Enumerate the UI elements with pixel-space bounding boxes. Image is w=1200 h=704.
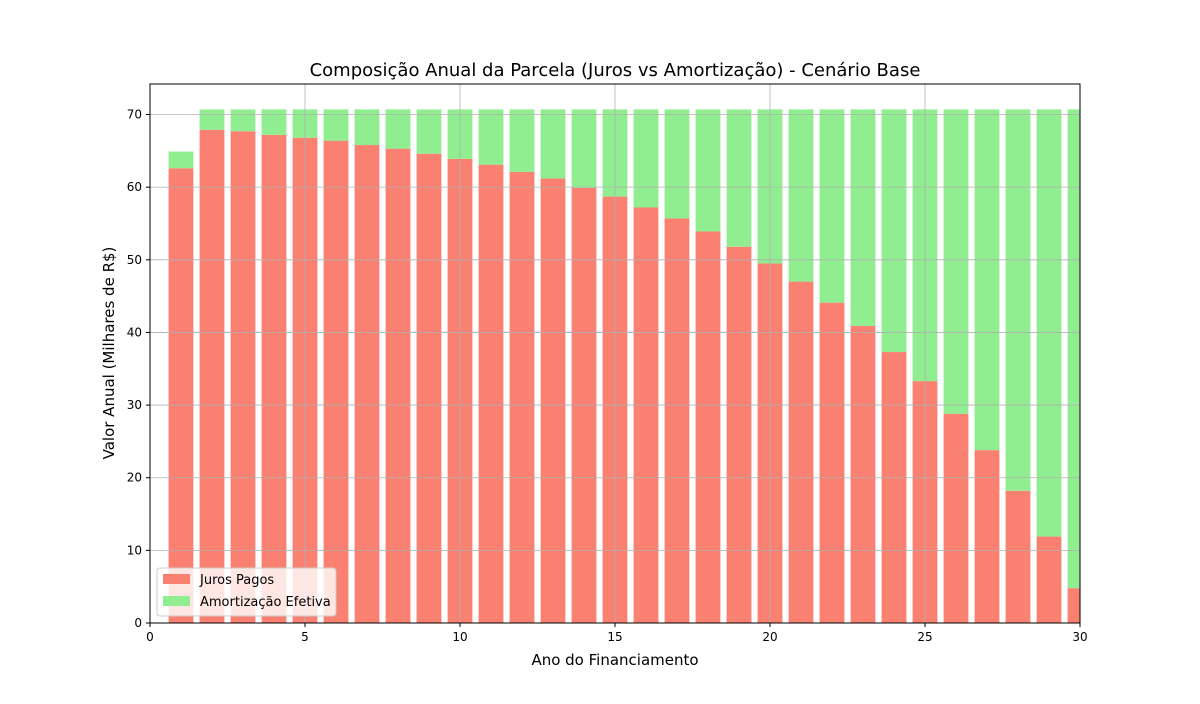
bar-juros-year-8 xyxy=(385,148,411,623)
y-tick-label: 70 xyxy=(127,108,142,122)
bar-amortizacao-year-14 xyxy=(571,109,597,188)
bar-amortizacao-year-13 xyxy=(540,109,566,179)
bar-juros-year-6 xyxy=(323,140,349,623)
bar-juros-year-16 xyxy=(633,207,659,623)
bar-juros-year-11 xyxy=(478,164,504,623)
x-tick-label: 5 xyxy=(301,630,309,644)
x-tick-label: 15 xyxy=(607,630,622,644)
legend-swatch-amortizacao xyxy=(163,596,190,606)
x-tick-label: 10 xyxy=(452,630,467,644)
bar-amortizacao-year-1 xyxy=(168,151,194,169)
legend-label-amortizacao: Amortização Efetiva xyxy=(200,595,331,610)
bar-juros-year-12 xyxy=(509,171,535,623)
bar-juros-year-17 xyxy=(664,218,690,623)
chart-title: Composição Anual da Parcela (Juros vs Am… xyxy=(310,60,921,81)
bar-juros-year-13 xyxy=(540,178,566,623)
bar-juros-year-21 xyxy=(788,281,814,623)
legend: Juros Pagos Amortização Efetiva xyxy=(156,567,337,617)
legend-swatch-juros xyxy=(163,574,190,584)
legend-label-juros: Juros Pagos xyxy=(199,573,274,588)
bar-juros-year-22 xyxy=(819,302,845,623)
bar-amortizacao-year-12 xyxy=(509,109,535,172)
bar-juros-year-2 xyxy=(199,129,225,623)
bar-amortizacao-year-17 xyxy=(664,109,690,219)
x-tick-label: 20 xyxy=(762,630,777,644)
bar-amortizacao-year-11 xyxy=(478,109,504,165)
bar-juros-year-18 xyxy=(695,231,721,623)
bar-juros-year-29 xyxy=(1036,536,1062,623)
y-tick-label: 50 xyxy=(127,253,142,267)
bar-amortizacao-year-30 xyxy=(1067,109,1080,589)
bar-amortizacao-year-18 xyxy=(695,109,721,232)
y-tick-label: 40 xyxy=(127,325,142,339)
bar-juros-year-1 xyxy=(168,168,194,623)
bar-amortizacao-year-24 xyxy=(881,109,907,353)
bar-amortizacao-year-19 xyxy=(726,109,752,247)
bar-amortizacao-year-23 xyxy=(850,109,876,326)
y-tick-label: 10 xyxy=(127,543,142,557)
bar-amortizacao-year-3 xyxy=(230,109,256,132)
bar-juros-year-7 xyxy=(354,145,380,623)
bar-amortizacao-year-26 xyxy=(943,109,969,414)
y-tick-label: 60 xyxy=(127,180,142,194)
bar-amortizacao-year-27 xyxy=(974,109,1000,451)
bar-juros-year-26 xyxy=(943,413,969,623)
x-tick-label: 30 xyxy=(1072,630,1087,644)
bar-juros-year-28 xyxy=(1005,490,1031,623)
bar-amortizacao-year-16 xyxy=(633,109,659,208)
y-tick-label: 30 xyxy=(127,398,142,412)
bar-amortizacao-year-2 xyxy=(199,109,225,130)
bar-juros-year-24 xyxy=(881,352,907,623)
bar-juros-year-9 xyxy=(416,153,442,623)
y-axis-label: Valor Anual (Milhares de R$) xyxy=(100,247,118,460)
x-axis-label: Ano do Financiamento xyxy=(531,651,698,669)
bar-amortizacao-year-7 xyxy=(354,109,380,146)
bar-juros-year-27 xyxy=(974,450,1000,623)
bar-juros-year-4 xyxy=(261,134,287,623)
bar-amortizacao-year-29 xyxy=(1036,109,1062,537)
bar-amortizacao-year-28 xyxy=(1005,109,1031,491)
bar-juros-year-19 xyxy=(726,246,752,623)
bar-amortizacao-year-9 xyxy=(416,109,442,154)
bar-juros-year-30 xyxy=(1067,588,1080,623)
bar-amortizacao-year-22 xyxy=(819,109,845,303)
bar-juros-year-3 xyxy=(230,131,256,623)
x-tick-label: 0 xyxy=(146,630,154,644)
y-tick-label: 20 xyxy=(127,471,142,485)
bar-amortizacao-year-4 xyxy=(261,109,287,135)
bar-amortizacao-year-8 xyxy=(385,109,411,149)
bar-amortizacao-year-21 xyxy=(788,109,814,282)
y-tick-label: 0 xyxy=(134,616,142,630)
x-tick-label: 25 xyxy=(917,630,932,644)
bar-juros-year-23 xyxy=(850,325,876,623)
